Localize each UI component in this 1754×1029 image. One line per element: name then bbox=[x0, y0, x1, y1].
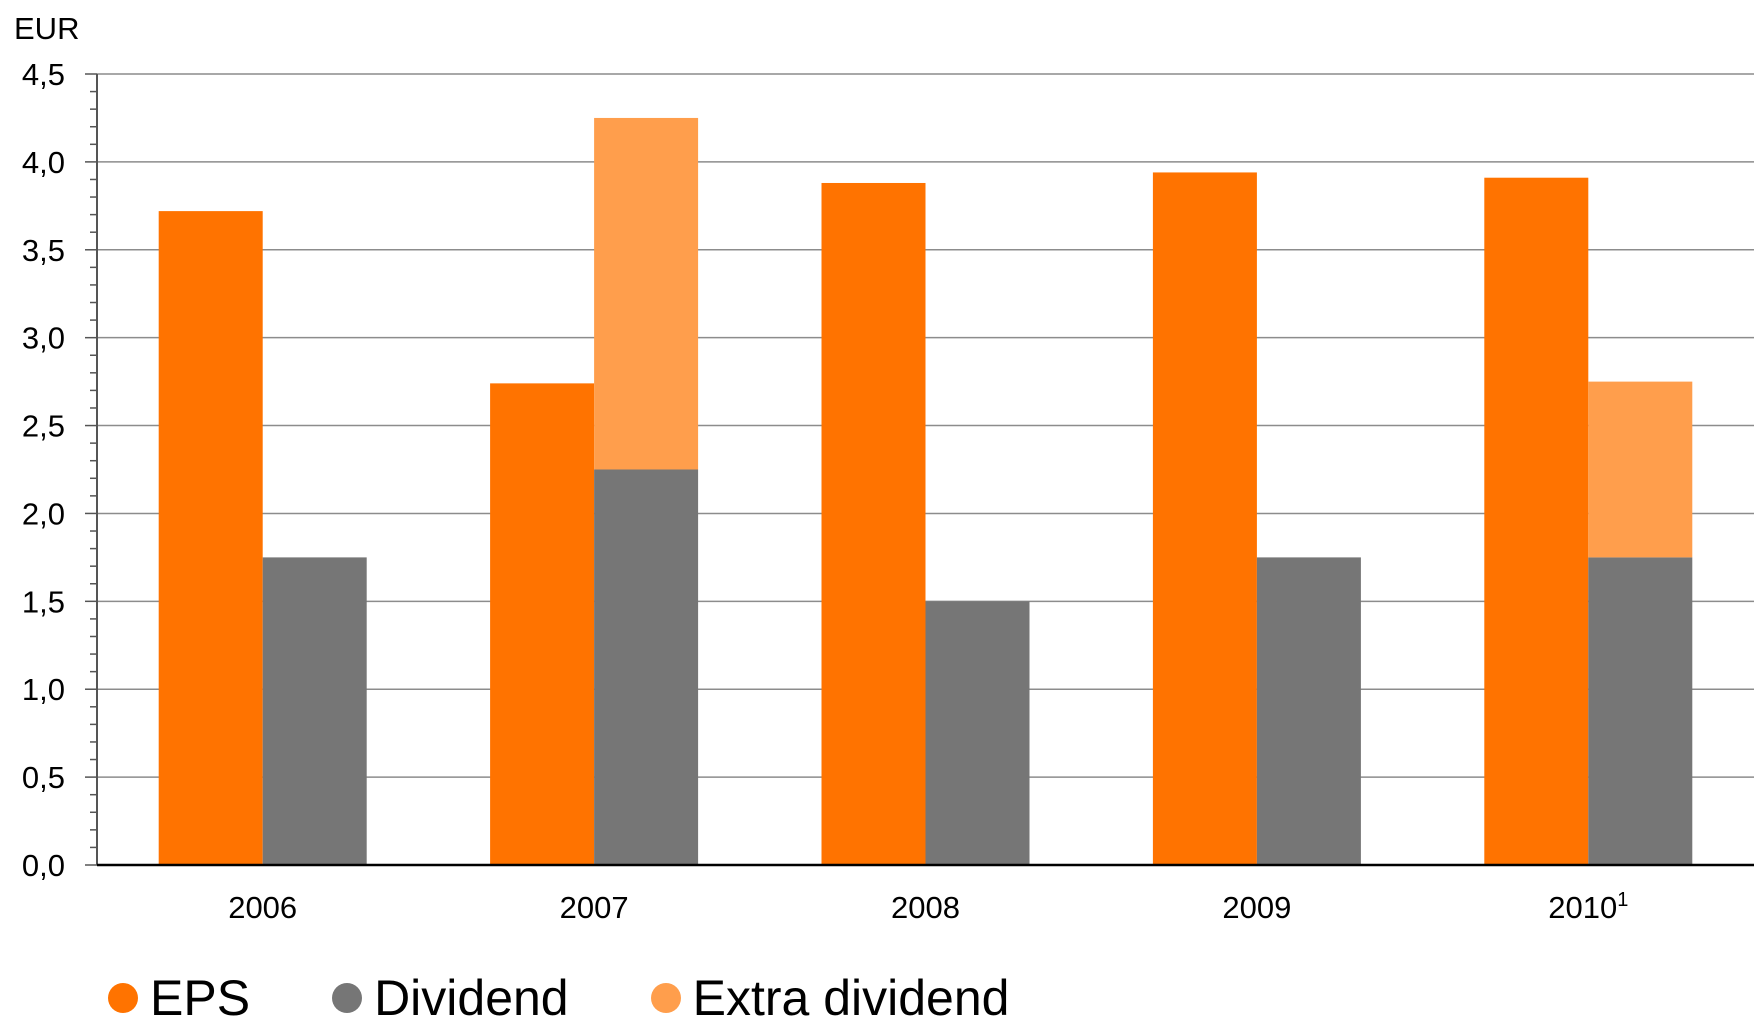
y-tick-label: 3,0 bbox=[22, 321, 65, 356]
bar-extra-dividend bbox=[594, 117, 699, 470]
y-tick-label: 4,0 bbox=[22, 145, 65, 180]
y-tick-label: 1,5 bbox=[22, 584, 65, 619]
bar-extra-dividend bbox=[1588, 381, 1693, 558]
legend: EPS Dividend Extra dividend bbox=[108, 968, 1091, 1028]
y-axis-title: EUR bbox=[14, 11, 79, 46]
legend-swatch-dividend bbox=[332, 983, 363, 1013]
x-tick-label: 2007 bbox=[560, 890, 629, 925]
bar-eps bbox=[158, 211, 263, 865]
x-tick-label: 2009 bbox=[1222, 890, 1291, 925]
x-tick-superscript: 1 bbox=[1617, 889, 1628, 911]
y-tick-label: 4,5 bbox=[22, 57, 65, 92]
axis-labels: 0,0 0,5 1,0 1,5 2,0 2,5 3,0 3,5 4,0 4,5 EUR 2006 200… bbox=[14, 11, 1628, 925]
chart: 0,0 0,5 1,0 1,5 2,0 2,5 3,0 3,5 4,0 4,5 EUR 2006 200… bbox=[14, 11, 1754, 925]
bar-dividend bbox=[1256, 557, 1361, 865]
axes bbox=[85, 73, 1754, 867]
legend-item-dividend: Dividend bbox=[332, 973, 569, 1023]
y-tick-label: 0,5 bbox=[22, 760, 65, 795]
bar-eps bbox=[490, 383, 595, 865]
bar-eps bbox=[821, 182, 926, 865]
bar-dividend bbox=[262, 557, 367, 865]
legend-swatch-eps bbox=[108, 983, 138, 1013]
x-tick-label: 20101 bbox=[1548, 889, 1628, 925]
legend-item-extra-dividend: Extra dividend bbox=[650, 970, 1010, 1026]
legend-label-dividend: Dividend bbox=[374, 970, 569, 1026]
y-tick-label: 1,0 bbox=[22, 672, 65, 707]
legend-label-eps: EPS bbox=[150, 970, 251, 1026]
y-tick-label: 0,0 bbox=[22, 848, 65, 883]
y-tick-label: 3,5 bbox=[22, 233, 65, 268]
legend-label-extra-dividend: Extra dividend bbox=[692, 970, 1010, 1026]
x-tick-label: 2008 bbox=[891, 890, 960, 925]
legend-item-eps: EPS bbox=[108, 973, 250, 1023]
bar-eps bbox=[1152, 172, 1257, 866]
bar-dividend bbox=[594, 469, 699, 865]
y-tick-label: 2,5 bbox=[22, 409, 65, 444]
bar-dividend bbox=[1588, 557, 1693, 865]
y-tick-label: 2,0 bbox=[22, 496, 65, 531]
legend-swatch-extra-dividend bbox=[650, 983, 681, 1013]
bar-eps bbox=[1484, 177, 1589, 866]
bars bbox=[158, 117, 1693, 866]
bar-dividend bbox=[925, 601, 1030, 865]
x-tick-label: 2006 bbox=[228, 890, 297, 925]
